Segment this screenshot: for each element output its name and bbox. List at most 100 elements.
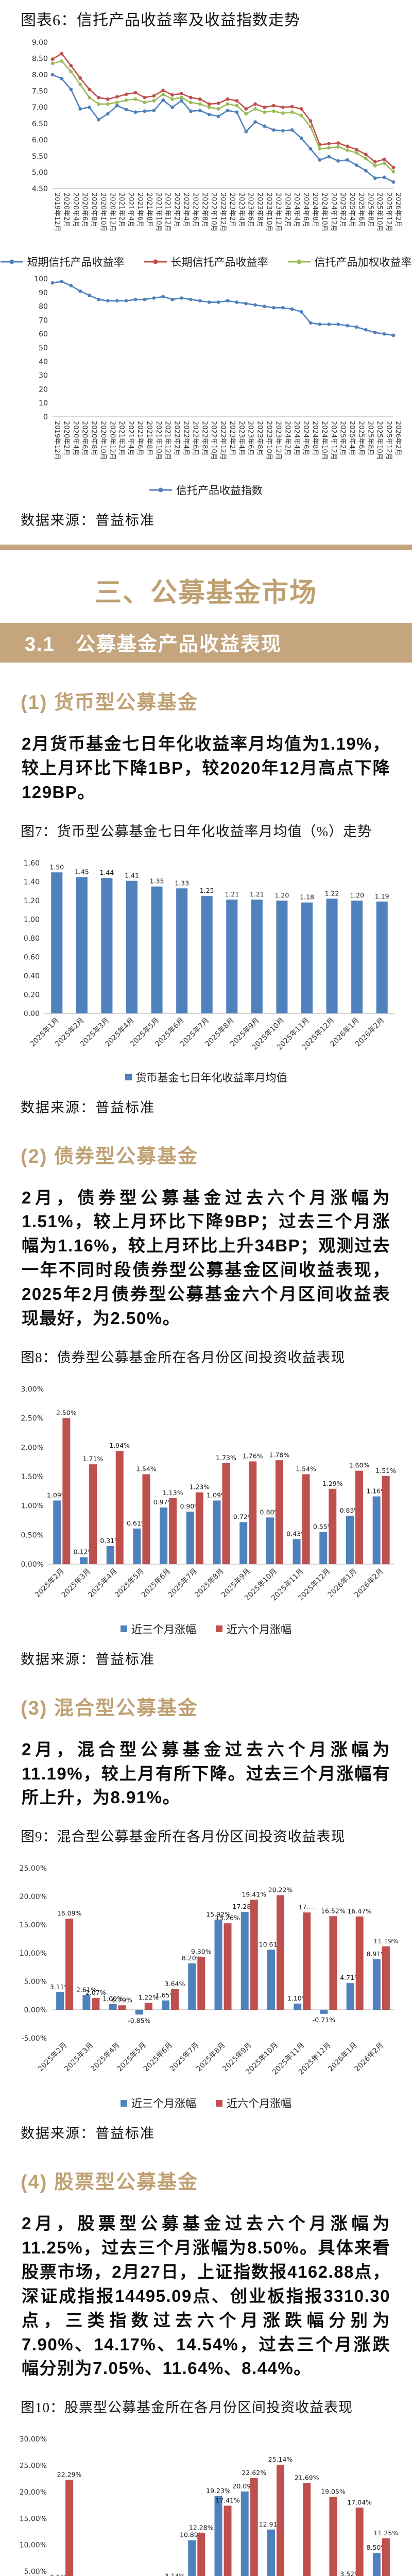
- figure10-title: 图10：股票型公募基金所在各月份区间投资收益表现: [21, 2400, 353, 2416]
- svg-text:8.91%: 8.91%: [367, 1950, 387, 1958]
- svg-text:0.80%: 0.80%: [260, 1508, 281, 1516]
- svg-text:2.50%: 2.50%: [21, 1414, 44, 1422]
- legend-item: 信托产品收益指数: [149, 482, 263, 498]
- svg-text:12.28%: 12.28%: [189, 2524, 214, 2532]
- svg-text:5.00%: 5.00%: [24, 1978, 47, 1986]
- trust-index-line-chart: 0 10 20 30 40 50 60 70 80 90 100 2019年12月 2020年2月 202…: [0, 273, 412, 481]
- svg-text:0.55%: 0.55%: [313, 1522, 334, 1530]
- svg-text:2021年2月: 2021年2月: [117, 193, 125, 227]
- svg-text:5.50: 5.50: [32, 152, 48, 161]
- svg-text:2023年4月: 2023年4月: [237, 193, 245, 227]
- svg-text:1.18: 1.18: [300, 893, 314, 901]
- subsection-money-fund: (1) 货币型公募基金: [21, 692, 199, 714]
- svg-text:1.73%: 1.73%: [216, 1454, 236, 1462]
- svg-text:11.25%: 11.25%: [374, 2529, 399, 2537]
- svg-text:1.19: 1.19: [375, 892, 389, 900]
- svg-text:2023年10月: 2023年10月: [265, 421, 273, 460]
- svg-text:2022年2月: 2022年2月: [173, 193, 181, 227]
- svg-text:2025年6月: 2025年6月: [357, 193, 365, 227]
- svg-text:2026年2月: 2026年2月: [394, 421, 402, 455]
- legend-item: 近六个月涨幅: [216, 1621, 291, 1637]
- svg-text:50: 50: [39, 344, 48, 352]
- stock-fund-bar-chart: -5.00%0.00%5.00%10.00%15.00%20.00%25.00%…: [0, 2420, 412, 2576]
- svg-text:2021年6月: 2021年6月: [136, 193, 144, 227]
- svg-text:2021年4月: 2021年4月: [127, 193, 134, 227]
- svg-text:60: 60: [39, 330, 48, 338]
- svg-text:2025年8月: 2025年8月: [366, 193, 374, 227]
- svg-text:2024年10月: 2024年10月: [320, 421, 328, 460]
- svg-text:1.21: 1.21: [225, 890, 239, 898]
- svg-text:0.20: 0.20: [24, 991, 40, 999]
- svg-text:15.92%: 15.92%: [206, 1910, 231, 1918]
- figure9-title: 图9：混合型公募基金所在各月份区间投资收益表现: [21, 1829, 346, 1845]
- source-line: 数据来源：普益标准: [21, 1099, 155, 1115]
- paragraph-stock-fund: 2月，股票型公募基金过去六个月涨幅为11.25%，过去三个月涨幅为8.50%。具…: [22, 2214, 390, 2378]
- section-divider: [0, 545, 412, 550]
- svg-text:2023年2月: 2023年2月: [228, 193, 236, 227]
- svg-text:2025年4月: 2025年4月: [348, 421, 356, 455]
- svg-text:2020年2月: 2020年2月: [62, 421, 70, 455]
- svg-text:7.50: 7.50: [32, 88, 48, 96]
- svg-text:1.60%: 1.60%: [349, 1461, 370, 1469]
- svg-text:3.11%: 3.11%: [50, 1983, 71, 1991]
- legend-item: 短期信托产品收益率: [0, 254, 125, 269]
- svg-text:1.54%: 1.54%: [296, 1465, 316, 1472]
- svg-text:1.35: 1.35: [150, 877, 164, 885]
- svg-text:1.09%: 1.09%: [47, 1491, 67, 1499]
- svg-text:2022年8月: 2022年8月: [200, 421, 208, 455]
- svg-text:2025年8月: 2025年8月: [366, 421, 374, 455]
- svg-text:2021年8月: 2021年8月: [145, 421, 153, 455]
- svg-text:2025年10月: 2025年10月: [375, 421, 383, 460]
- subsection-stock-fund: (4) 股票型公募基金: [21, 2172, 199, 2194]
- svg-text:2020年8月: 2020年8月: [90, 421, 98, 455]
- svg-text:20.00%: 20.00%: [20, 2488, 47, 2497]
- svg-text:1.00: 1.00: [24, 916, 40, 924]
- paragraph-bond-fund: 2月，债券型公募基金过去六个月涨幅为1.51%，较上月环比下降9BP；过去三个月…: [22, 1188, 390, 1328]
- legend-item: 近六个月涨幅: [216, 2095, 291, 2111]
- svg-text:2023年12月: 2023年12月: [274, 193, 282, 232]
- svg-text:2023年8月: 2023年8月: [256, 193, 264, 227]
- svg-text:2023年10月: 2023年10月: [265, 193, 273, 232]
- svg-text:8.50%: 8.50%: [367, 2544, 387, 2551]
- svg-text:2020年12月: 2020年12月: [108, 193, 116, 232]
- svg-text:25.14%: 25.14%: [268, 2455, 293, 2463]
- mixed-fund-legend: 近三个月涨幅 近六个月涨幅: [0, 2095, 412, 2111]
- svg-text:2024年10月: 2024年10月: [320, 193, 328, 232]
- svg-text:1.78%: 1.78%: [269, 1451, 290, 1459]
- svg-text:2023年2月: 2023年2月: [228, 421, 236, 455]
- svg-text:1.22: 1.22: [325, 889, 339, 897]
- figure7-title: 图7：货币型公募基金七日年化收益率月均值（%）走势: [21, 823, 372, 839]
- svg-text:2025年2月: 2025年2月: [339, 421, 347, 455]
- svg-text:2023年6月: 2023年6月: [247, 193, 254, 227]
- svg-text:19.05%: 19.05%: [321, 2488, 346, 2496]
- svg-text:16.47%: 16.47%: [347, 1907, 372, 1915]
- svg-text:70: 70: [39, 316, 48, 325]
- svg-text:2.00%: 2.00%: [21, 1444, 44, 1452]
- svg-text:90: 90: [39, 289, 48, 297]
- svg-text:15.00%: 15.00%: [20, 1921, 47, 1929]
- svg-text:-5.00%: -5.00%: [21, 2035, 47, 2043]
- svg-text:0.00%: 0.00%: [21, 1561, 44, 1569]
- svg-text:2020年4月: 2020年4月: [72, 193, 79, 227]
- svg-text:5.00: 5.00: [32, 168, 48, 177]
- trust-yield-legend: 短期信托产品收益率 长期信托产品收益率 信托产品加权收益率: [0, 254, 412, 269]
- svg-text:80: 80: [39, 303, 48, 311]
- svg-text:2021年10月: 2021年10月: [154, 421, 162, 460]
- svg-text:2026年2月: 2026年2月: [353, 1567, 385, 1599]
- svg-text:2022年2月: 2022年2月: [173, 421, 181, 455]
- svg-text:1.13%: 1.13%: [163, 1489, 183, 1497]
- svg-text:2022年10月: 2022年10月: [210, 421, 217, 460]
- svg-text:20: 20: [39, 385, 48, 394]
- svg-text:1.23%: 1.23%: [189, 1483, 210, 1490]
- svg-text:2021年2月: 2021年2月: [117, 421, 125, 455]
- svg-text:1.21: 1.21: [250, 890, 264, 898]
- svg-text:2.61%: 2.61%: [76, 1986, 97, 1994]
- svg-text:-0.85%: -0.85%: [128, 2017, 150, 2025]
- svg-text:2023年8月: 2023年8月: [256, 421, 264, 455]
- svg-text:21.69%: 21.69%: [295, 2474, 319, 2482]
- svg-text:22.62%: 22.62%: [242, 2469, 266, 2477]
- svg-text:11.19%: 11.19%: [374, 1937, 399, 1945]
- svg-text:1.00%: 1.00%: [102, 1995, 123, 2003]
- svg-text:1.33: 1.33: [175, 879, 189, 887]
- svg-text:6.50: 6.50: [32, 120, 48, 128]
